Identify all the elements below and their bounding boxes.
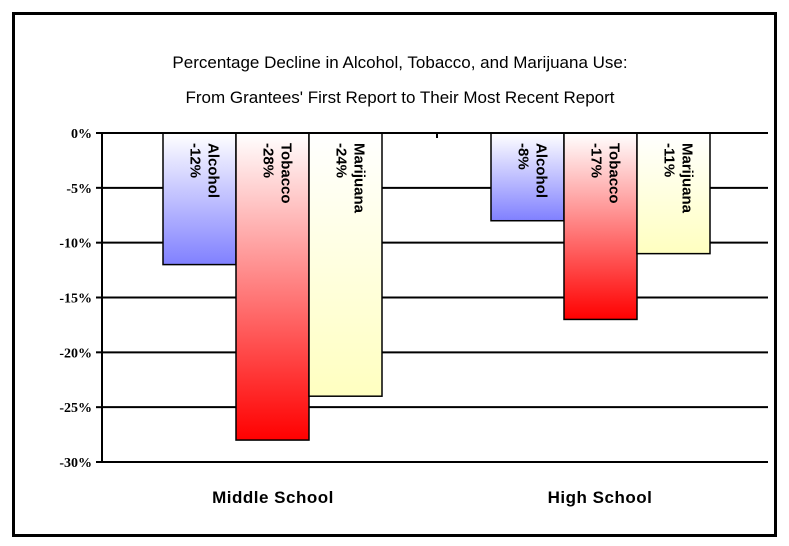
- bar-value-label: -8%: [515, 143, 532, 170]
- bar-value-label: -12%: [187, 143, 204, 178]
- bar-value-label: -11%: [661, 143, 678, 177]
- bar-alcohol-middle-school: [162, 132, 237, 266]
- bar-series-label: Tobacco: [278, 143, 295, 204]
- bar-series-label: Marijuana: [679, 143, 696, 214]
- bar-series-label: Tobacco: [606, 143, 623, 204]
- bar-value-label: -17%: [588, 143, 605, 178]
- category-label: High School: [548, 488, 653, 507]
- bar-tobacco-middle-school: [235, 132, 310, 441]
- y-tick-label: -25%: [59, 401, 92, 416]
- y-tick-label: -20%: [59, 346, 92, 361]
- bar-value-label: -24%: [333, 143, 350, 178]
- chart-title: Percentage Decline in Alcohol, Tobacco, …: [172, 53, 627, 72]
- bar-value-label: -28%: [260, 143, 277, 178]
- y-tick-label: 0%: [71, 127, 92, 142]
- y-tick-label: -5%: [66, 182, 92, 197]
- bar-marijuana-middle-school: [308, 132, 383, 397]
- category-label: Middle School: [212, 488, 334, 507]
- chart-subtitle: From Grantees' First Report to Their Mos…: [185, 88, 614, 107]
- y-tick-label: -30%: [59, 456, 92, 471]
- bar-marijuana-high-school: [636, 132, 711, 255]
- bar-series-label: Alcohol: [533, 143, 550, 198]
- y-tick-label: -15%: [59, 292, 92, 307]
- bar-tobacco-high-school: [563, 132, 638, 321]
- bar-series-label: Marijuana: [351, 143, 368, 214]
- plot-area: 0%-5%-10%-15%-20%-25%-30%Alcohol-12% Toba…: [59, 127, 768, 507]
- y-tick-label: -10%: [59, 237, 92, 252]
- bar-series-label: Alcohol: [205, 143, 222, 198]
- chart-frame: [12, 12, 777, 537]
